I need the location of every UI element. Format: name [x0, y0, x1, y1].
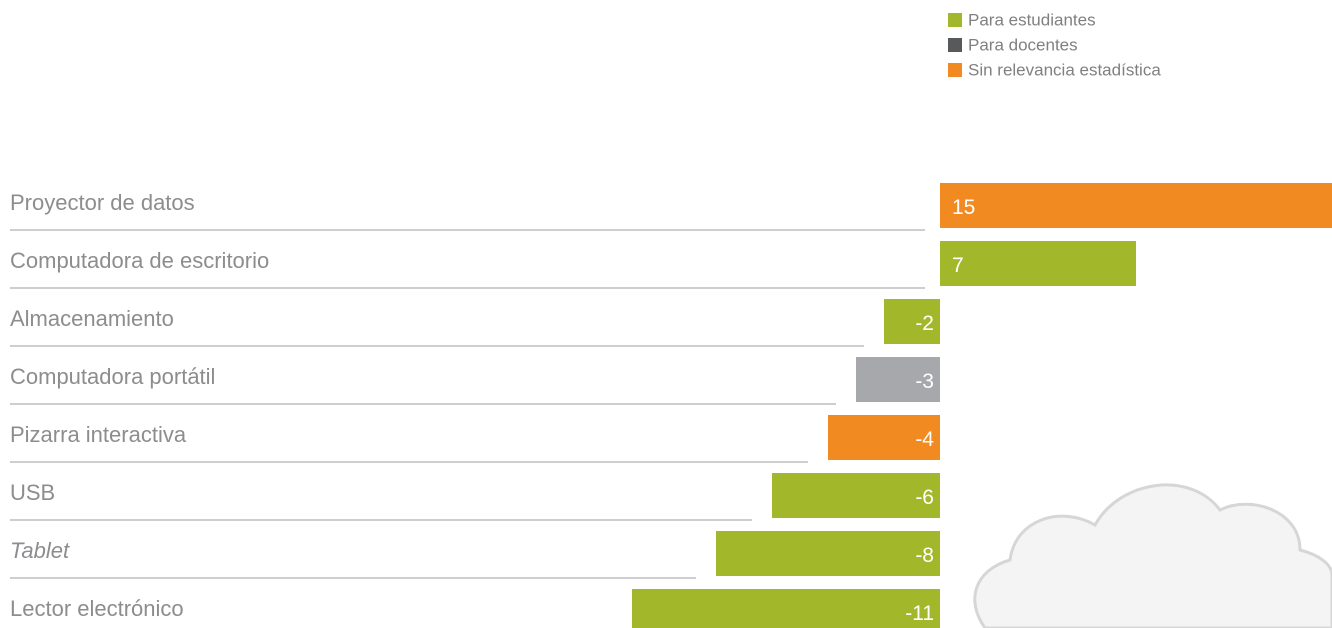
- legend-swatch: [948, 13, 962, 27]
- bar: [940, 183, 1332, 228]
- bar: [716, 531, 940, 576]
- category-label: USB: [10, 480, 55, 505]
- value-label: 7: [952, 254, 964, 277]
- cloud-decoration: [975, 485, 1332, 628]
- category-label: Almacenamiento: [10, 306, 174, 331]
- bar: [632, 589, 940, 628]
- legend-label: Para docentes: [968, 35, 1078, 54]
- category-label: Proyector de datos: [10, 190, 195, 215]
- legend-swatch: [948, 63, 962, 77]
- value-label: -2: [915, 312, 934, 335]
- legend-label: Sin relevancia estadística: [968, 60, 1161, 79]
- legend-label: Para estudiantes: [968, 10, 1096, 29]
- category-label: Lector electrónico: [10, 596, 184, 621]
- category-label: Computadora de escritorio: [10, 248, 269, 273]
- legend: Para estudiantes Para docentes Sin relevan…: [948, 10, 1161, 79]
- category-label: Computadora portátil: [10, 364, 215, 389]
- legend-swatch: [948, 38, 962, 52]
- category-label: Tablet: [10, 538, 70, 563]
- bar: [940, 241, 1136, 286]
- value-label: -4: [915, 428, 934, 451]
- value-label: -8: [915, 544, 934, 567]
- value-label: 15: [952, 196, 975, 219]
- value-label: -6: [915, 486, 934, 509]
- chart: Para estudiantes Para docentes Sin relevan…: [0, 0, 1332, 628]
- value-label: -3: [915, 370, 934, 393]
- value-label: -11: [905, 602, 934, 625]
- category-label: Pizarra interactiva: [10, 422, 187, 447]
